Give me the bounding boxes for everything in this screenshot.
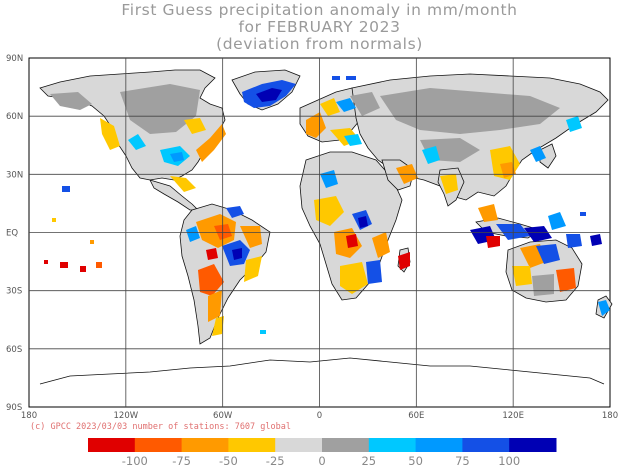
lat-tick-label: 30N bbox=[6, 170, 23, 180]
colorbar-swatch bbox=[322, 438, 370, 452]
antarctica bbox=[39, 357, 605, 385]
lat-tick-label: 60N bbox=[6, 112, 23, 122]
anomaly-patches bbox=[44, 76, 610, 336]
colorbar-swatch bbox=[368, 438, 417, 452]
map-title-line3: (deviation from normals) bbox=[216, 35, 423, 53]
colorbar-label: 100 bbox=[498, 454, 520, 468]
colorbar bbox=[88, 438, 557, 452]
colorbar-swatch bbox=[462, 438, 510, 452]
colorbar-swatch bbox=[181, 438, 229, 452]
lat-tick-label: 60S bbox=[6, 345, 22, 355]
colorbar-label: -50 bbox=[219, 454, 238, 468]
data-credit: (c) GPCC 2023/03/03 number of stations: … bbox=[30, 422, 291, 432]
lon-tick-label: 0 bbox=[317, 411, 322, 421]
colorbar-label: -75 bbox=[172, 454, 191, 468]
lat-tick-label: 30S bbox=[6, 287, 22, 297]
lat-tick-label: EQ bbox=[6, 229, 18, 239]
lon-tick-label: 60E bbox=[408, 411, 424, 421]
lon-tick-label: 180 bbox=[21, 411, 37, 421]
colorbar-swatch bbox=[275, 438, 323, 452]
map-title-line2: for FEBRUARY 2023 bbox=[238, 18, 401, 36]
lon-tick-label: 180 bbox=[602, 411, 618, 421]
lon-tick-label: 120E bbox=[502, 411, 524, 421]
colorbar-swatch bbox=[88, 438, 136, 452]
colorbar-swatch bbox=[509, 438, 557, 452]
colorbar-labels: -100 -75 -50 -25 0 25 50 75 100 bbox=[122, 454, 520, 468]
lon-tick-label: 60W bbox=[213, 411, 233, 421]
longitude-labels: 180 120W 60W 0 60E 120E 180 bbox=[21, 411, 618, 421]
latitude-labels: 90N 60N 30N EQ 30S 60S 90S bbox=[6, 54, 23, 413]
map-title-line1: First Guess precipitation anomaly in mm/… bbox=[121, 1, 518, 19]
colorbar-label: -25 bbox=[266, 454, 285, 468]
colorbar-label: 75 bbox=[455, 454, 470, 468]
lat-tick-label: 90N bbox=[6, 54, 23, 64]
map-gridlines bbox=[29, 58, 610, 407]
colorbar-label: 50 bbox=[408, 454, 423, 468]
colorbar-swatch bbox=[415, 438, 463, 452]
lon-tick-label: 120W bbox=[114, 411, 139, 421]
lat-tick-label: 90S bbox=[6, 403, 22, 413]
colorbar-label: 0 bbox=[318, 454, 325, 468]
colorbar-label: 25 bbox=[361, 454, 376, 468]
colorbar-swatch bbox=[228, 438, 276, 452]
colorbar-label: -100 bbox=[122, 454, 148, 468]
colorbar-swatch bbox=[134, 438, 183, 452]
